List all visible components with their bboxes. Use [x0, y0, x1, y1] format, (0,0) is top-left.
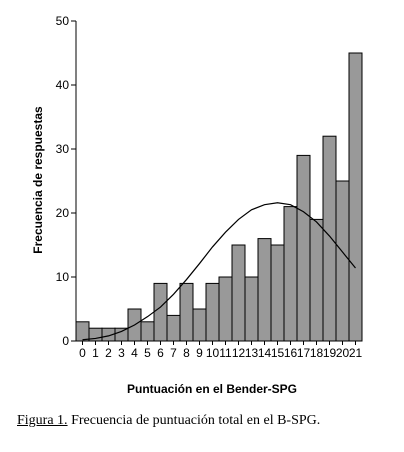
y-tick-label-40: 40: [56, 78, 70, 92]
x-tick-label-2: 2: [105, 346, 112, 360]
x-tick-label-8: 8: [183, 346, 190, 360]
bars-group: [75, 52, 363, 342]
y-axis-title: Frecuencia de respuestas: [31, 106, 45, 254]
bar-6: [153, 282, 168, 342]
x-tick-label-11: 11: [219, 346, 232, 360]
x-tick-label-18: 18: [310, 346, 324, 360]
bar-8: [179, 282, 194, 342]
y-tick-label-20: 20: [56, 206, 70, 220]
x-tick-label-10: 10: [206, 346, 220, 360]
x-tick-label-13: 13: [245, 346, 259, 360]
bar-20: [335, 180, 350, 342]
bar-10: [205, 282, 220, 342]
figure-caption-label: Figura 1.: [17, 413, 68, 428]
x-tick-label-12: 12: [232, 346, 246, 360]
bar-11: [218, 276, 233, 342]
x-tick-label-6: 6: [157, 346, 164, 360]
bar-21: [348, 52, 363, 342]
y-tick-label-30: 30: [56, 142, 70, 156]
x-tick-label-4: 4: [131, 346, 138, 360]
bar-15: [270, 244, 285, 342]
x-tick-label-16: 16: [284, 346, 298, 360]
x-tick-label-3: 3: [118, 346, 125, 360]
x-tick-label-14: 14: [258, 346, 272, 360]
normal-curve-line: [82, 202, 356, 341]
y-tick-label-50: 50: [56, 14, 70, 28]
x-axis-title: Puntuación en el Bender-SPG: [127, 382, 297, 396]
bar-17: [296, 154, 311, 342]
bar-13: [244, 276, 259, 342]
bar-16: [283, 206, 298, 342]
bar-19: [322, 135, 337, 342]
bar-0: [75, 321, 90, 342]
bar-12: [231, 244, 246, 342]
figure-caption: Figura 1. Frecuencia de puntuación total…: [17, 413, 320, 429]
x-tick-label-17: 17: [297, 346, 311, 360]
x-tick-label-9: 9: [196, 346, 203, 360]
x-tick-label-20: 20: [336, 346, 350, 360]
bar-5: [140, 321, 155, 342]
x-tick-label-5: 5: [144, 346, 151, 360]
bar-9: [192, 308, 207, 342]
bar-3: [114, 327, 129, 342]
bar-18: [309, 218, 324, 342]
x-tick-label-7: 7: [170, 346, 177, 360]
y-tick-label-10: 10: [56, 270, 70, 284]
x-tick-label-15: 15: [271, 346, 285, 360]
x-tick-label-1: 1: [92, 346, 99, 360]
y-tick-label-0: 0: [62, 334, 69, 348]
x-tick-label-21: 21: [349, 346, 363, 360]
x-tick-label-0: 0: [79, 346, 86, 360]
bar-14: [257, 238, 272, 342]
x-tick-label-19: 19: [323, 346, 337, 360]
figure-caption-text: Frecuencia de puntuación total en el B-S…: [67, 413, 321, 428]
bar-7: [166, 314, 181, 342]
